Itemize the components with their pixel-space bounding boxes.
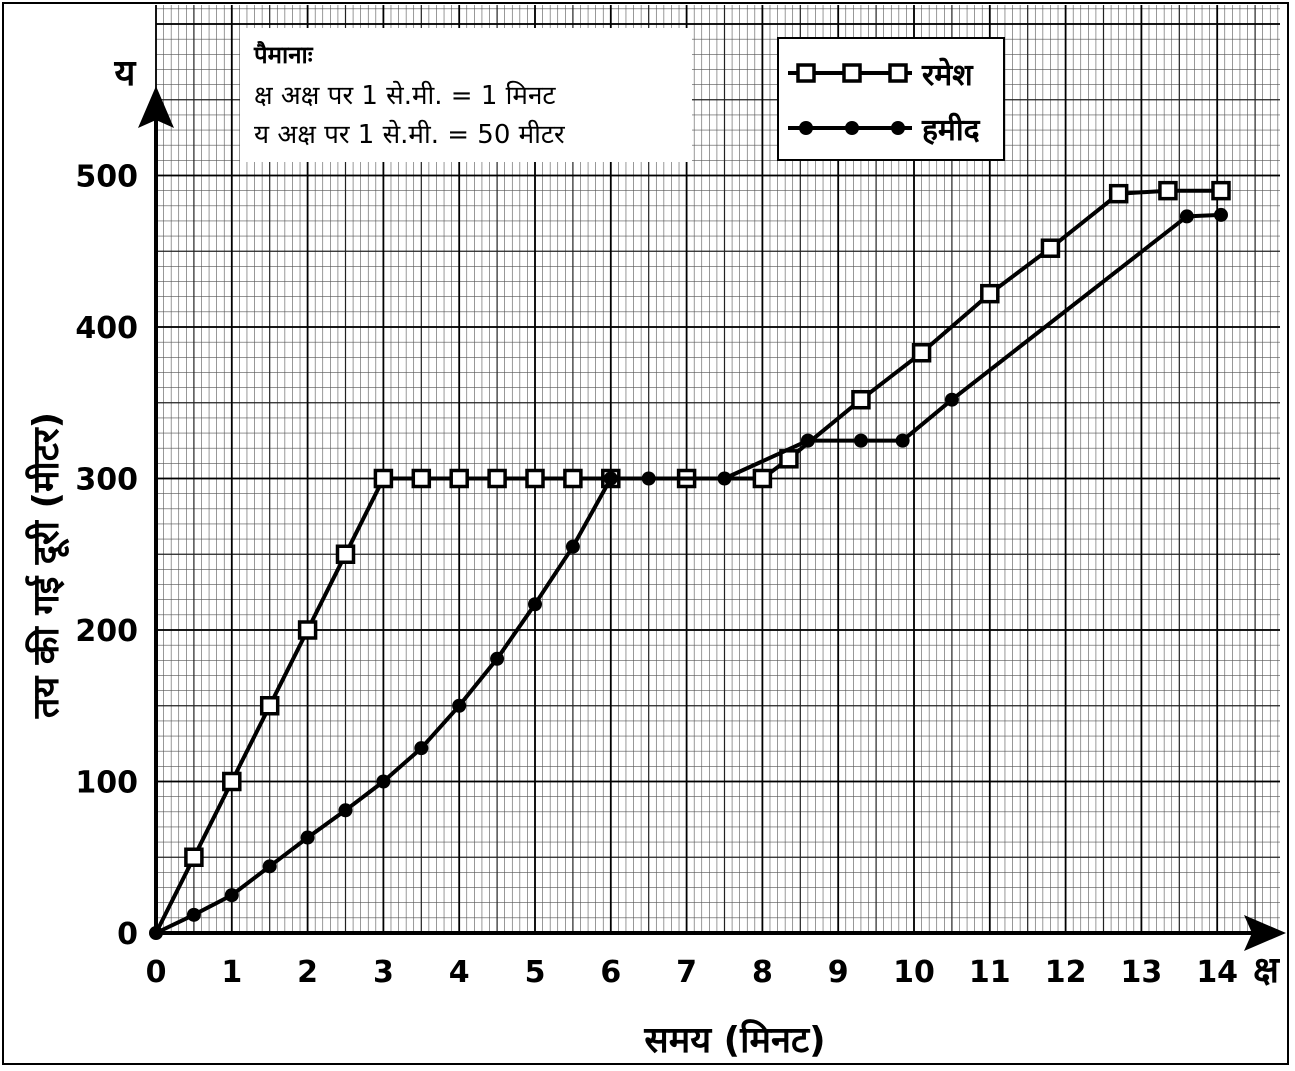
data-point: [800, 433, 815, 448]
x-tick-labels: 0 1 2 3 4 5 6 7 8 9 10 11 12 13 14: [146, 955, 1239, 990]
series-ramesh: [154, 180, 1231, 934]
data-point: [911, 343, 932, 363]
x-tick-label: 9: [828, 955, 849, 990]
data-point: [259, 696, 280, 716]
data-point: [1211, 180, 1231, 201]
y-tick-labels: 0 100 200 300 400 500: [75, 160, 138, 953]
scale-box-line-1: क्ष अक्ष पर 1 से.मी. = 1 मिनट: [254, 80, 556, 111]
x-tick-label: 13: [1121, 955, 1163, 990]
series-hamid: [149, 207, 1228, 940]
scale-box-heading: पैमानाः: [253, 41, 314, 69]
x-tick-label: 12: [1045, 955, 1087, 990]
x-tick-label: 8: [752, 955, 773, 990]
data-point: [944, 392, 959, 407]
x-tick-label: 3: [373, 955, 394, 990]
data-point: [224, 888, 239, 903]
data-point: [717, 471, 732, 486]
data-point: [641, 471, 656, 486]
x-axis-arrow: [1244, 915, 1286, 951]
x-tick-label: 10: [893, 955, 935, 990]
data-point: [411, 468, 432, 489]
legend-marker: [891, 121, 905, 135]
x-axis-title: समय (मिनट): [643, 1019, 825, 1061]
data-point: [335, 544, 356, 564]
data-point: [1158, 180, 1178, 201]
x-tick-label: 1: [221, 955, 242, 990]
legend-label-ramesh: रमेश: [921, 57, 974, 93]
y-tick-label: 300: [75, 463, 138, 498]
data-point: [1213, 207, 1228, 222]
data-series: [149, 180, 1231, 940]
legend-symbol-ramesh: [788, 63, 912, 83]
y-tick-label: 0: [117, 917, 138, 952]
data-point: [851, 389, 871, 410]
data-point: [1108, 183, 1129, 204]
y-tick-label: 400: [75, 311, 138, 346]
data-point: [1179, 209, 1194, 224]
data-point: [490, 651, 505, 666]
x-tick-label: 7: [676, 955, 697, 990]
data-point: [853, 433, 868, 448]
data-point: [752, 468, 773, 489]
scale-box-line-2: य अक्ष पर 1 से.मी. = 50 मीटर: [254, 119, 566, 150]
x-tick-label: 5: [525, 955, 546, 990]
legend: रमेश हमीद: [777, 37, 1005, 161]
legend-marker: [845, 121, 859, 135]
legend-marker: [796, 63, 816, 83]
series-line: [154, 188, 1221, 934]
data-point: [565, 539, 580, 554]
data-point: [373, 468, 394, 489]
data-point: [449, 468, 469, 489]
scale-box: पैमानाः क्ष अक्ष पर 1 से.मी. = 1 मिनट य …: [240, 28, 692, 162]
x-tick-label: 0: [146, 955, 167, 990]
x-tick-label: 11: [969, 955, 1011, 990]
y-axis-arrow: [138, 86, 174, 128]
data-point: [603, 471, 618, 486]
data-point: [222, 771, 242, 792]
x-tick-label: 6: [600, 955, 621, 990]
data-point: [895, 433, 910, 448]
data-point: [262, 859, 277, 874]
x-axis-letter: क्ष: [1253, 950, 1280, 991]
series-line: [155, 212, 1222, 935]
x-tick-label: 2: [297, 955, 318, 990]
axes: [138, 86, 1286, 951]
y-axis-title: तय की गई दूरी (मीटर): [25, 412, 70, 719]
legend-label-hamid: हमीद: [921, 112, 981, 148]
data-point: [414, 741, 429, 756]
y-axis-letter: य: [114, 53, 137, 94]
data-point: [452, 698, 467, 713]
data-point: [184, 847, 204, 867]
data-point: [376, 774, 391, 789]
data-point: [297, 620, 318, 640]
legend-symbol-hamid: [788, 121, 912, 135]
legend-marker: [842, 63, 862, 83]
data-point: [525, 468, 545, 489]
y-tick-label: 100: [75, 766, 138, 801]
x-tick-label: 4: [449, 955, 470, 990]
data-point: [563, 468, 583, 489]
legend-marker: [888, 63, 908, 83]
data-point: [150, 927, 162, 939]
data-point: [338, 803, 353, 818]
y-tick-label: 200: [75, 614, 138, 649]
data-point: [186, 907, 201, 922]
x-tick-label: 14: [1196, 955, 1238, 990]
data-point: [528, 597, 542, 612]
data-point: [1040, 238, 1061, 258]
legend-marker: [799, 121, 813, 135]
y-tick-label: 500: [75, 160, 138, 195]
data-point: [487, 468, 507, 489]
data-point: [980, 283, 1000, 304]
data-point: [300, 830, 315, 845]
